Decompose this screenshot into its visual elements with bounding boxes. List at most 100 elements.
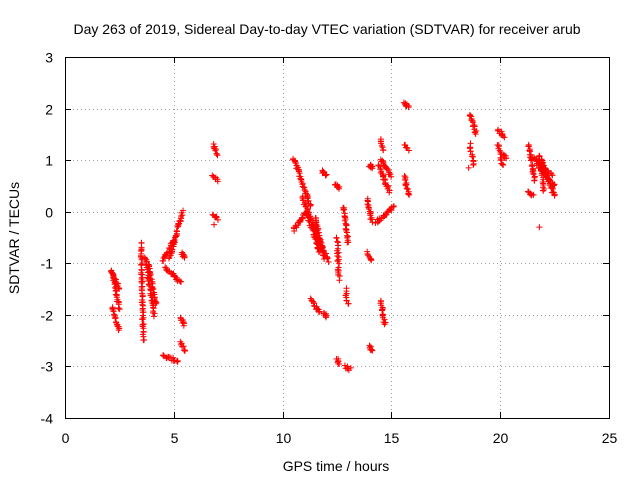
data-point: [539, 179, 546, 186]
data-point: [472, 129, 479, 136]
x-tick-label: 20: [493, 430, 509, 446]
data-point: [467, 148, 474, 155]
data-point: [467, 113, 474, 120]
data-point: [531, 177, 538, 184]
data-point: [406, 191, 413, 198]
data-point: [307, 295, 314, 302]
x-tick-label: 25: [602, 430, 618, 446]
data-point: [323, 314, 330, 321]
data-point: [379, 144, 386, 151]
data-point: [403, 185, 410, 192]
data-point: [116, 306, 123, 313]
data-point: [152, 300, 159, 307]
x-tick-label: 10: [276, 430, 292, 446]
data-point: [500, 133, 507, 140]
data-point: [386, 189, 393, 196]
data-point: [139, 293, 146, 300]
data-point: [150, 286, 157, 293]
data-point: [150, 313, 157, 320]
data-point: [536, 224, 543, 231]
data-point: [180, 322, 187, 329]
data-point: [151, 310, 158, 317]
y-tick-label: 3: [45, 50, 53, 66]
data-point: [334, 238, 341, 245]
data-point: [211, 221, 218, 228]
data-point: [500, 161, 507, 168]
data-point: [109, 305, 116, 312]
data-point: [379, 307, 386, 314]
data-point: [381, 321, 388, 328]
data-point: [470, 160, 477, 167]
data-point: [466, 145, 473, 152]
data-point: [169, 246, 176, 253]
data-point: [116, 286, 123, 293]
data-point: [140, 309, 147, 316]
data-point: [336, 360, 343, 367]
data-point: [369, 165, 376, 172]
data-point: [111, 284, 118, 291]
data-point: [139, 316, 146, 323]
data-point: [323, 250, 330, 257]
data-point: [323, 171, 330, 178]
data-point: [180, 343, 187, 350]
data-point: [378, 142, 385, 149]
data-point: [301, 186, 308, 193]
data-point: [181, 347, 188, 354]
data-point: [173, 274, 180, 281]
data-point: [305, 217, 312, 224]
data-point: [137, 254, 144, 261]
y-tick-label: -4: [41, 411, 54, 427]
data-point: [538, 165, 545, 172]
data-point: [159, 257, 166, 264]
plot-frame: [65, 57, 610, 419]
data-point: [549, 172, 556, 179]
data-point: [319, 244, 326, 251]
data-point: [313, 222, 320, 229]
data-point: [390, 203, 397, 210]
data-point: [465, 164, 472, 171]
data-point: [316, 308, 323, 315]
data-point: [368, 216, 375, 223]
data-point: [163, 267, 170, 274]
y-tick-label: -2: [41, 308, 54, 324]
data-point: [315, 229, 322, 236]
data-point: [214, 178, 221, 185]
data-point: [369, 219, 376, 226]
data-point: [141, 336, 148, 343]
data-point: [405, 190, 412, 197]
data-point: [174, 357, 181, 364]
data-point: [333, 235, 340, 242]
y-tick-label: -3: [41, 359, 54, 375]
data-point: [340, 206, 347, 213]
data-point: [341, 217, 348, 224]
data-point: [499, 161, 506, 168]
data-point: [469, 153, 476, 160]
data-point: [110, 307, 117, 314]
data-point: [402, 182, 409, 189]
data-point: [540, 187, 547, 194]
data-point: [310, 298, 317, 305]
data-point: [384, 165, 391, 172]
data-points: [107, 99, 558, 374]
data-point: [336, 185, 343, 192]
y-tick-label: 1: [45, 153, 53, 169]
data-point: [368, 257, 375, 264]
data-point: [115, 305, 122, 312]
data-point: [340, 206, 347, 213]
data-point: [368, 346, 375, 353]
data-point: [472, 131, 479, 138]
data-point: [369, 347, 376, 354]
data-point: [343, 297, 350, 304]
data-point: [364, 201, 371, 208]
data-point: [345, 300, 352, 307]
data-point: [501, 134, 508, 141]
data-point: [525, 143, 532, 150]
data-point: [209, 172, 216, 179]
data-point: [503, 155, 510, 162]
data-point: [530, 191, 537, 198]
data-point: [336, 260, 343, 267]
y-tick-label: 2: [45, 102, 53, 118]
data-point: [214, 152, 221, 159]
data-point: [142, 255, 149, 262]
